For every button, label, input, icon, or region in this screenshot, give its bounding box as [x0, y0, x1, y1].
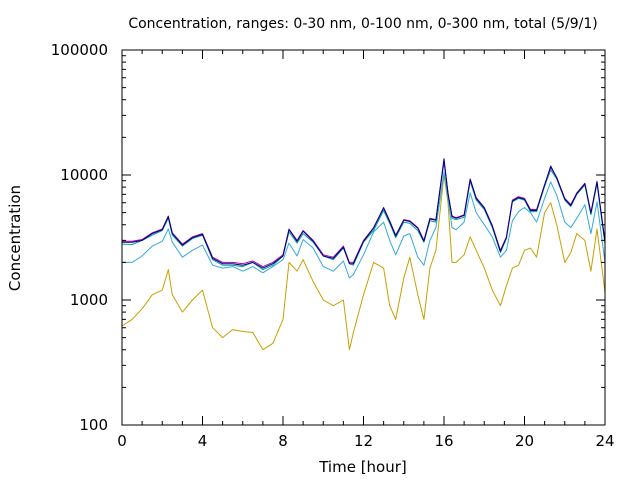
series-line-5: [122, 158, 606, 269]
y-tick-label: 1000: [70, 291, 108, 309]
y-axis-label: Concentration: [6, 185, 24, 291]
ticks-layer: 0 4 8 12 16 20 24 100 1000 10000 100000: [51, 41, 615, 450]
x-tick-label: 20: [515, 432, 534, 450]
x-tick-label: 16: [434, 432, 453, 450]
chart-title: Concentration, ranges: 0-30 nm, 0-100 nm…: [128, 16, 597, 32]
x-tick-label: 4: [198, 432, 208, 450]
series-layer: [121, 158, 606, 351]
series-line-1: [121, 174, 606, 351]
y-tick-label: 10000: [60, 166, 108, 184]
x-tick-label: 24: [595, 432, 614, 450]
y-tick-label: 100: [79, 416, 108, 434]
y-tick-label: 100000: [51, 41, 108, 59]
series-line-3: [121, 161, 606, 271]
x-tick-label: 12: [354, 432, 373, 450]
x-tick-label: 0: [117, 432, 127, 450]
series-line-2: [122, 171, 606, 279]
x-tick-label: 8: [278, 432, 288, 450]
x-axis-label: Time [hour]: [318, 458, 407, 476]
